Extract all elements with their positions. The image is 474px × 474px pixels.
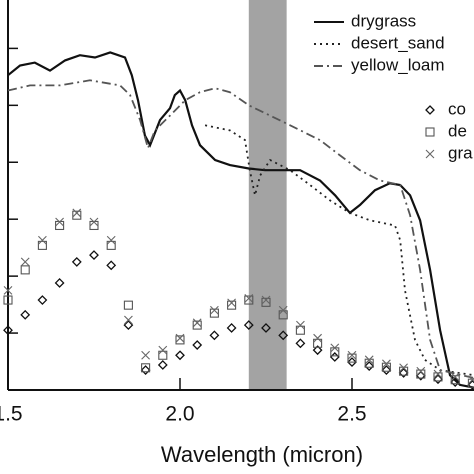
data-point xyxy=(20,257,30,267)
legend-label: desert_sand xyxy=(351,33,445,52)
data-point xyxy=(141,363,151,373)
data-point xyxy=(72,208,82,218)
data-point xyxy=(124,315,133,325)
data-point xyxy=(209,330,220,341)
data-line xyxy=(7,51,474,389)
data-point xyxy=(261,295,271,305)
data-point xyxy=(175,333,185,343)
data-point xyxy=(175,350,185,361)
data-point xyxy=(312,345,323,356)
data-point xyxy=(20,265,30,275)
data-point xyxy=(261,323,271,333)
data-point xyxy=(158,350,168,360)
data-point xyxy=(89,250,99,260)
data-point xyxy=(278,330,289,341)
data-point xyxy=(347,350,357,360)
data-point xyxy=(37,240,47,250)
data-point xyxy=(192,340,203,350)
data-point xyxy=(347,353,357,363)
data-point xyxy=(140,365,151,375)
legend-label: gra xyxy=(448,143,473,162)
data-point xyxy=(192,318,202,328)
data-point xyxy=(416,369,426,379)
data-point xyxy=(244,295,254,305)
data-point xyxy=(106,235,116,245)
data-point xyxy=(330,343,340,353)
data-point xyxy=(71,256,82,267)
data-point xyxy=(226,323,237,333)
data-point xyxy=(261,297,271,307)
data-point xyxy=(295,325,305,335)
x-tick-label: 1.5 xyxy=(0,403,23,426)
data-point xyxy=(364,361,375,372)
legend-label: co xyxy=(448,99,466,118)
data-point xyxy=(3,285,13,295)
data-point xyxy=(227,298,236,308)
data-line xyxy=(7,79,474,379)
data-point xyxy=(416,366,426,376)
data-point xyxy=(158,345,168,355)
data-point xyxy=(123,300,133,310)
data-point xyxy=(364,355,374,365)
data-point xyxy=(38,235,47,245)
data-point xyxy=(55,217,64,227)
data-point xyxy=(381,365,392,375)
data-point xyxy=(278,305,288,315)
data-point xyxy=(209,308,219,318)
legend-label: drygrass xyxy=(351,11,416,30)
data-point xyxy=(210,305,219,315)
data-point xyxy=(37,295,48,305)
data-point xyxy=(313,333,322,343)
data-point xyxy=(123,320,134,331)
data-point xyxy=(54,278,65,288)
legend-label: yellow_loam xyxy=(351,55,445,74)
data-point xyxy=(347,357,357,368)
data-point xyxy=(157,360,168,370)
data-point xyxy=(296,320,305,330)
data-point xyxy=(450,377,461,387)
legend-marker xyxy=(425,105,435,115)
data-point xyxy=(20,309,31,320)
x-axis-label: Wavelength (micron) xyxy=(161,442,363,467)
data-point xyxy=(433,372,443,382)
x-tick-label: 2.5 xyxy=(337,403,366,426)
data-point xyxy=(433,369,443,379)
data-point xyxy=(141,350,150,360)
legend-marker xyxy=(425,127,435,137)
data-point xyxy=(399,363,408,373)
data-point xyxy=(468,375,474,385)
absorption-band xyxy=(248,0,287,390)
data-point xyxy=(295,338,306,349)
data-point xyxy=(244,293,254,303)
data-point xyxy=(192,320,202,330)
data-point xyxy=(106,260,117,271)
data-point xyxy=(467,379,474,390)
data-point xyxy=(433,374,443,385)
data-point xyxy=(330,347,340,357)
data-point xyxy=(72,210,82,220)
data-point xyxy=(329,352,340,362)
data-point xyxy=(382,359,391,369)
data-point xyxy=(175,335,185,345)
x-tick-label: 2.0 xyxy=(165,403,194,426)
data-point xyxy=(243,320,254,331)
data-point xyxy=(3,295,13,305)
data-point xyxy=(89,217,99,227)
data-point xyxy=(450,375,460,385)
data-point xyxy=(106,240,116,250)
data-point xyxy=(313,338,323,348)
legend-label: de xyxy=(448,121,467,140)
data-point xyxy=(450,372,460,382)
data-point xyxy=(3,325,13,336)
data-point xyxy=(227,300,237,310)
data-point xyxy=(398,368,409,378)
legend-marker xyxy=(425,149,435,159)
data-line xyxy=(204,124,474,377)
